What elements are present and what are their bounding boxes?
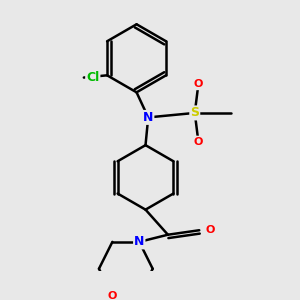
Text: N: N [134,236,144,248]
Text: N: N [143,111,153,124]
Text: O: O [205,225,215,235]
Text: O: O [108,291,117,300]
Text: O: O [194,79,203,89]
Text: Cl: Cl [86,71,99,84]
Text: S: S [190,106,199,119]
Text: O: O [194,136,203,147]
